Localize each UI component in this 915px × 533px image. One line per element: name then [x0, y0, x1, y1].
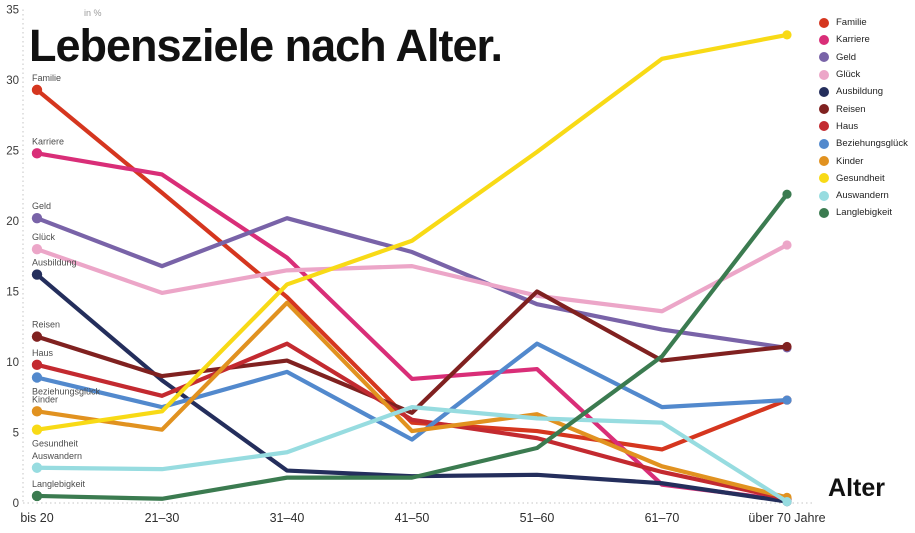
series-end-dot: [782, 341, 792, 352]
series-line-familie: [34, 87, 790, 452]
series-start-dot: [31, 406, 43, 417]
x-tick-label: 41–50: [395, 511, 430, 525]
y-tick-label: 10: [6, 357, 19, 369]
legend-label: Karriere: [836, 34, 870, 46]
series-end-dot: [782, 30, 792, 40]
series-start-dot: [31, 331, 43, 342]
series-line-beziehungsglück: [34, 341, 790, 442]
series-line-haus: [34, 341, 790, 501]
series-line-karriere: [34, 151, 790, 503]
legend-item-reisen: Reisen: [819, 100, 908, 117]
series-start-dot: [31, 490, 43, 502]
series-end-dot: [782, 240, 792, 250]
x-tick-label: bis 20: [20, 511, 53, 525]
series-start-label: Karriere: [32, 136, 64, 146]
legend-swatch-icon: [819, 138, 829, 149]
series-start-dot: [31, 462, 43, 473]
series-end-dot: [782, 395, 792, 405]
legend-swatch-icon: [819, 173, 829, 184]
legend-item-gesundheit: Gesundheit: [819, 170, 908, 187]
legend-swatch-icon: [819, 69, 829, 80]
series-end-dot: [782, 496, 792, 507]
legend-swatch-icon: [819, 104, 829, 115]
legend-item-kinder: Kinder: [819, 152, 908, 169]
legend-swatch-icon: [819, 190, 829, 201]
series-start-label: Geld: [32, 201, 51, 211]
series-start-label: Langlebigkeit: [32, 479, 86, 489]
legend-item-glück: Glück: [819, 66, 908, 83]
series-end-dot: [782, 189, 792, 199]
legend-label: Kinder: [836, 155, 864, 167]
page-title: Lebensziele nach Alter.: [29, 20, 503, 71]
legend-label: Familie: [836, 17, 867, 29]
legend-swatch-icon: [819, 121, 829, 132]
legend-label: Ausbildung: [836, 86, 884, 98]
series-start-label: Auswandern: [32, 451, 82, 461]
series-start-dot: [31, 424, 43, 435]
x-tick-label: über 70 Jahre: [748, 511, 825, 525]
y-tick-label: 25: [6, 146, 19, 158]
y-tick-label: 0: [13, 498, 19, 510]
legend-label: Langlebigkeit: [836, 207, 892, 219]
series-line-kinder: [34, 300, 790, 500]
series-line-glück: [34, 242, 790, 314]
series-start-label: Haus: [32, 348, 54, 358]
legend-label: Beziehungsglück: [836, 138, 908, 150]
legend-swatch-icon: [819, 156, 829, 167]
legend: Familie Karriere Geld Glück Ausbildung Reisen…: [819, 14, 908, 222]
legend-label: Reisen: [836, 103, 866, 115]
x-tick-label: 61–70: [645, 511, 680, 525]
series-start-label: Ausbildung: [32, 258, 77, 268]
legend-swatch-icon: [819, 52, 829, 63]
series-start-dot: [31, 269, 43, 280]
series-start-label: Beziehungsglück: [32, 387, 101, 397]
series-start-dot: [31, 372, 43, 383]
series-line-auswandern: [34, 405, 790, 504]
series-line-reisen: [34, 289, 790, 415]
y-axis-unit-label: in %: [84, 8, 102, 18]
legend-item-haus: Haus: [819, 118, 908, 135]
legend-swatch-icon: [819, 207, 829, 218]
legend-label: Geld: [836, 51, 857, 63]
series-start-label: Gesundheit: [32, 439, 79, 449]
legend-swatch-icon: [819, 17, 829, 28]
series-line-gesundheit: [34, 32, 790, 432]
legend-item-auswandern: Auswandern: [819, 187, 908, 204]
legend-label: Haus: [836, 120, 859, 132]
x-axis-title: Alter: [828, 474, 885, 502]
y-tick-label: 35: [6, 5, 19, 17]
series-start-dot: [31, 84, 43, 96]
legend-item-langlebigkeit: Langlebigkeit: [819, 204, 908, 221]
legend-item-familie: Familie: [819, 14, 908, 31]
legend-swatch-icon: [819, 86, 829, 97]
series-start-label: Familie: [32, 73, 61, 83]
series-line-langlebigkeit: [34, 192, 790, 501]
legend-label: Auswandern: [836, 190, 889, 202]
legend-swatch-icon: [819, 34, 829, 45]
legend-label: Glück: [836, 69, 861, 81]
y-tick-label: 5: [13, 428, 19, 440]
series-start-label: Reisen: [32, 320, 60, 330]
series-start-dot: [31, 359, 43, 371]
x-tick-label: 21–30: [145, 511, 180, 525]
y-tick-label: 20: [6, 216, 19, 228]
series-start-label: Kinder: [32, 394, 58, 404]
series-line-geld: [34, 216, 790, 350]
series-start-label: Glück: [32, 232, 56, 242]
legend-label: Gesundheit: [836, 172, 885, 184]
series-start-dot: [31, 244, 43, 255]
series-start-dot: [31, 212, 43, 224]
y-tick-label: 15: [6, 287, 19, 299]
legend-item-beziehungsglück: Beziehungsglück: [819, 135, 908, 152]
x-tick-label: 51–60: [520, 511, 555, 525]
y-tick-label: 30: [6, 75, 19, 87]
legend-item-ausbildung: Ausbildung: [819, 83, 908, 100]
legend-item-karriere: Karriere: [819, 31, 908, 48]
legend-item-geld: Geld: [819, 49, 908, 66]
x-tick-label: 31–40: [270, 511, 305, 525]
series-start-dot: [31, 148, 43, 159]
